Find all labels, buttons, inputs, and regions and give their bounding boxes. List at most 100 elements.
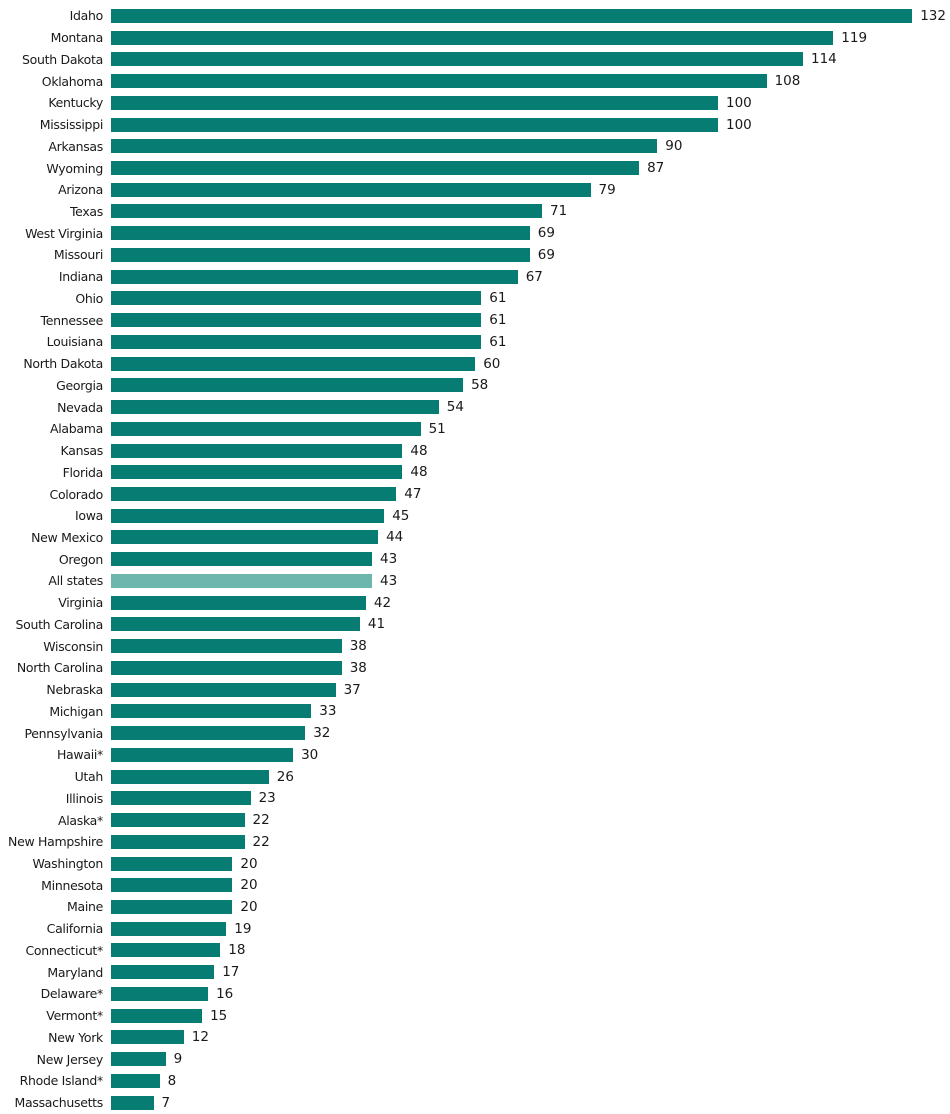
value-label: 43 (380, 572, 398, 589)
bar-track: 20 (111, 856, 950, 872)
chart-row: Washington 20 (0, 853, 950, 875)
category-label: Illinois (65, 790, 104, 806)
bar (111, 334, 482, 349)
value-label: 44 (386, 529, 404, 546)
category-label: Indiana (58, 269, 103, 285)
bar-track: 44 (111, 529, 950, 546)
bar-track: 69 (111, 225, 950, 241)
bar (111, 660, 342, 675)
chart-row: Virginia 42 (0, 592, 950, 614)
chart-row: Pennsylvania 32 (0, 722, 950, 744)
bar-track: 43 (111, 572, 950, 589)
category-label: Kentucky (48, 95, 103, 111)
category-label: Wisconsin (43, 638, 103, 654)
chart-row: Michigan 33 (0, 701, 950, 723)
bar (111, 421, 421, 436)
bar-track: 30 (111, 747, 950, 763)
category-label: Missouri (53, 247, 103, 263)
chart-row: New Jersey 9 (0, 1048, 950, 1070)
category-label: Virginia (58, 595, 103, 611)
value-label: 43 (380, 551, 398, 568)
bar (111, 182, 591, 197)
bar-track: 33 (111, 703, 950, 719)
bar-track: 20 (111, 899, 950, 915)
category-label: North Carolina (16, 660, 103, 676)
chart-row: South Carolina 41 (0, 614, 950, 636)
value-label: 79 (598, 181, 616, 198)
bar-track: 41 (111, 616, 950, 633)
chart-row: California 19 (0, 918, 950, 940)
bar-track: 22 (111, 834, 950, 850)
value-label: 41 (367, 616, 386, 633)
value-label: 132 (920, 7, 946, 24)
category-label: Arkansas (48, 138, 103, 154)
bar (111, 1030, 184, 1045)
category-label: Ohio (75, 290, 103, 306)
bar-track: 100 (111, 94, 950, 111)
bar (111, 443, 403, 458)
bar-track: 37 (111, 681, 950, 698)
bar (111, 856, 233, 871)
bar-track: 47 (111, 486, 950, 502)
chart-row: Utah 26 (0, 766, 950, 788)
bar-track: 38 (111, 660, 950, 676)
bar-track: 51 (111, 421, 950, 437)
bar-track: 23 (111, 790, 950, 806)
category-label: Vermont* (46, 1008, 103, 1024)
chart-row: Alaska* 22 (0, 809, 950, 831)
chart-row: Minnesota 20 (0, 874, 950, 896)
bar (111, 704, 312, 719)
bar (111, 899, 233, 914)
chart-row: Vermont* 15 (0, 1005, 950, 1027)
category-label: Wyoming (46, 160, 103, 176)
chart-row: Delaware* 16 (0, 983, 950, 1005)
category-label: Hawaii* (56, 747, 103, 763)
category-label: Idaho (69, 8, 104, 24)
bar (111, 52, 803, 67)
value-label: 114 (811, 51, 837, 68)
bar (111, 813, 245, 828)
bar-track: 8 (111, 1073, 950, 1089)
chart-row: Maine 20 (0, 896, 950, 918)
bar-track: 90 (111, 138, 950, 154)
bar-track: 69 (111, 247, 950, 263)
bar (111, 530, 379, 545)
chart-row: Arizona 79 (0, 179, 950, 201)
bar (111, 269, 518, 284)
bar (111, 313, 482, 328)
category-label: Michigan (49, 703, 103, 719)
category-label: Alaska* (57, 812, 103, 828)
value-label: 48 (410, 464, 428, 481)
bar-track: 100 (111, 117, 950, 133)
chart-row: Massachusetts 7 (0, 1092, 950, 1114)
bar (111, 986, 209, 1001)
category-label: Nevada (57, 399, 103, 415)
category-label: Delaware* (40, 986, 104, 1002)
category-label: Maryland (47, 964, 103, 980)
chart-row: Colorado 47 (0, 483, 950, 505)
chart-row: Indiana 67 (0, 266, 950, 288)
value-label: 26 (276, 768, 294, 785)
bar (111, 552, 372, 567)
category-label: Georgia (56, 377, 103, 393)
category-label: Montana (50, 30, 104, 46)
category-label: Nebraska (46, 682, 103, 698)
value-label: 100 (726, 94, 752, 111)
bar-track: 119 (111, 29, 950, 46)
value-label: 37 (343, 681, 361, 698)
chart-row: Nebraska 37 (0, 679, 950, 701)
category-label: Colorado (49, 486, 104, 502)
bar-track: 9 (111, 1051, 950, 1067)
bar-track: 20 (111, 877, 950, 893)
value-label: 58 (471, 377, 489, 394)
chart-row: New York 12 (0, 1027, 950, 1049)
category-label: Alabama (49, 421, 103, 437)
category-label: Louisiana (46, 334, 104, 350)
bar (111, 834, 245, 849)
category-label: New Mexico (31, 529, 103, 545)
category-label: Washington (32, 856, 104, 871)
category-label: Mississippi (39, 117, 104, 133)
category-label: New York (48, 1029, 103, 1045)
category-label: Utah (74, 769, 104, 785)
value-label: 119 (841, 29, 868, 46)
